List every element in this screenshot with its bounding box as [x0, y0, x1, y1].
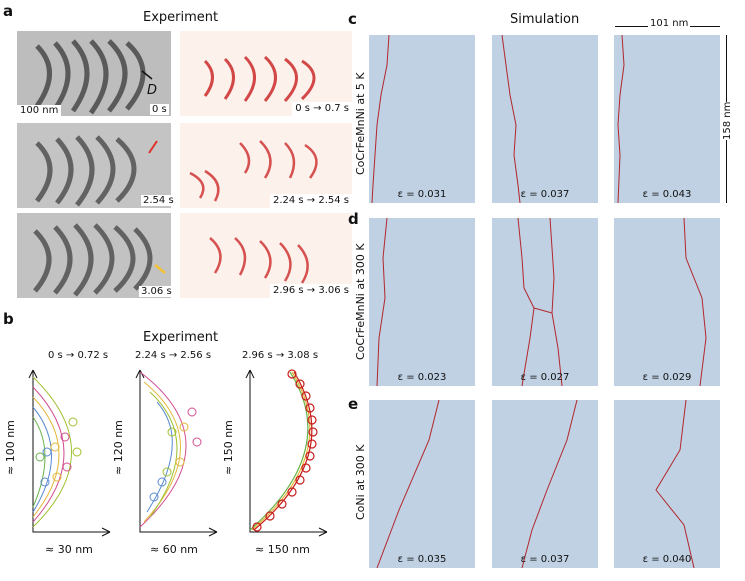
- strain-label: ε = 0.023: [397, 372, 447, 383]
- heatmap-row3: 2.96 s → 3.06 s: [180, 213, 352, 298]
- dislocation-label: D: [147, 83, 158, 98]
- strain-label: ε = 0.043: [642, 189, 692, 200]
- dislocation-line: [517, 218, 563, 386]
- strain-label: ε = 0.035: [397, 554, 447, 565]
- sim-e1: ε = 0.035: [369, 400, 475, 568]
- range-label-row3: 2.96 s → 3.06 s: [269, 284, 352, 298]
- tem-texture: [17, 213, 171, 298]
- dislocation-line: [376, 218, 388, 386]
- b-plot3-title: 2.96 s → 3.08 s: [242, 350, 319, 361]
- sim-d2: ε = 0.027: [492, 218, 598, 386]
- b-plot1-ylabel: ≈ 100 nm: [4, 420, 17, 475]
- tem-texture: [17, 123, 171, 208]
- b-plot3-xlabel: ≈ 150 nm: [255, 543, 310, 556]
- dislocation-line: [371, 35, 390, 203]
- range-label-row1: 0 s → 0.7 s: [292, 102, 352, 116]
- b-plot1-title: 0 s → 0.72 s: [48, 350, 109, 361]
- b-plot2-ylabel: ≈ 120 nm: [112, 420, 125, 475]
- sim-e3: ε = 0.040: [614, 400, 720, 568]
- b-plot1: [28, 369, 111, 537]
- tem-texture: [17, 31, 171, 116]
- panel-letter-e: e: [348, 395, 359, 413]
- dislocation-line: [683, 218, 707, 386]
- row-label-c: CoCrFeMnNi at 5 K: [354, 72, 367, 175]
- range-label-row2: 2.24 s → 2.54 s: [269, 194, 352, 208]
- panel-b-header: Experiment: [143, 330, 219, 345]
- strain-label: ε = 0.040: [642, 554, 692, 565]
- strain-label: ε = 0.029: [642, 372, 692, 383]
- b-plot2: [135, 369, 218, 537]
- sim-d3: ε = 0.029: [614, 218, 720, 386]
- arrow-black: [141, 70, 153, 80]
- arrow-yellow: [154, 264, 166, 274]
- time-label-row3: 3.06 s: [139, 286, 174, 297]
- height-scale-label: 158 nm: [722, 101, 733, 140]
- time-label-row1: 0 s: [150, 104, 169, 115]
- heatmap-row2: 2.24 s → 2.54 s: [180, 123, 352, 208]
- tem-image-row3: [17, 213, 171, 298]
- arrow-red: [148, 140, 158, 154]
- panel-letter-b: b: [3, 310, 14, 328]
- row-label-e: CoNi at 300 K: [354, 444, 367, 520]
- dislocation-line: [655, 400, 695, 568]
- sim-c3: ε = 0.043: [614, 35, 720, 203]
- sim-d1: ε = 0.023: [369, 218, 475, 386]
- panel-letter-d: d: [348, 210, 359, 228]
- panel-letter-a: a: [3, 2, 14, 20]
- sim-e2: ε = 0.037: [492, 400, 598, 568]
- strain-label: ε = 0.027: [520, 372, 570, 383]
- b-plot1-xlabel: ≈ 30 nm: [45, 543, 93, 556]
- heatmap-row1: 0 s → 0.7 s: [180, 31, 352, 116]
- sim-c1: ε = 0.031: [369, 35, 475, 203]
- row-label-d: CoCrFeMnNi at 300 K: [354, 243, 367, 360]
- heat-texture: [189, 140, 318, 202]
- time-label-row2: 2.54 s: [141, 195, 176, 206]
- panel-a-header: Experiment: [143, 10, 219, 25]
- sim-c2: ε = 0.037: [492, 35, 598, 203]
- b-plot2-xlabel: ≈ 60 nm: [150, 543, 198, 556]
- heat-texture: [209, 237, 309, 284]
- width-scale-label: 101 nm: [648, 18, 691, 29]
- dislocation-line: [376, 400, 440, 568]
- panel-letter-c: c: [348, 10, 357, 28]
- b-plot3: [245, 369, 328, 537]
- panel-c-header: Simulation: [510, 12, 580, 27]
- b-plot3-ylabel: ≈ 150 nm: [222, 420, 235, 475]
- heat-texture: [203, 55, 316, 103]
- strain-label: ε = 0.031: [397, 189, 447, 200]
- tem-image-row2: [17, 123, 171, 208]
- dislocation-line: [501, 35, 521, 203]
- strain-label: ε = 0.037: [520, 189, 570, 200]
- dislocation-line: [521, 400, 578, 568]
- dislocation-line: [617, 35, 625, 203]
- tem-image-row1: 100 nm D: [17, 31, 171, 116]
- scale-bar-label: 100 nm: [17, 105, 62, 116]
- b-plot2-title: 2.24 s → 2.56 s: [135, 350, 212, 361]
- strain-label: ε = 0.037: [520, 554, 570, 565]
